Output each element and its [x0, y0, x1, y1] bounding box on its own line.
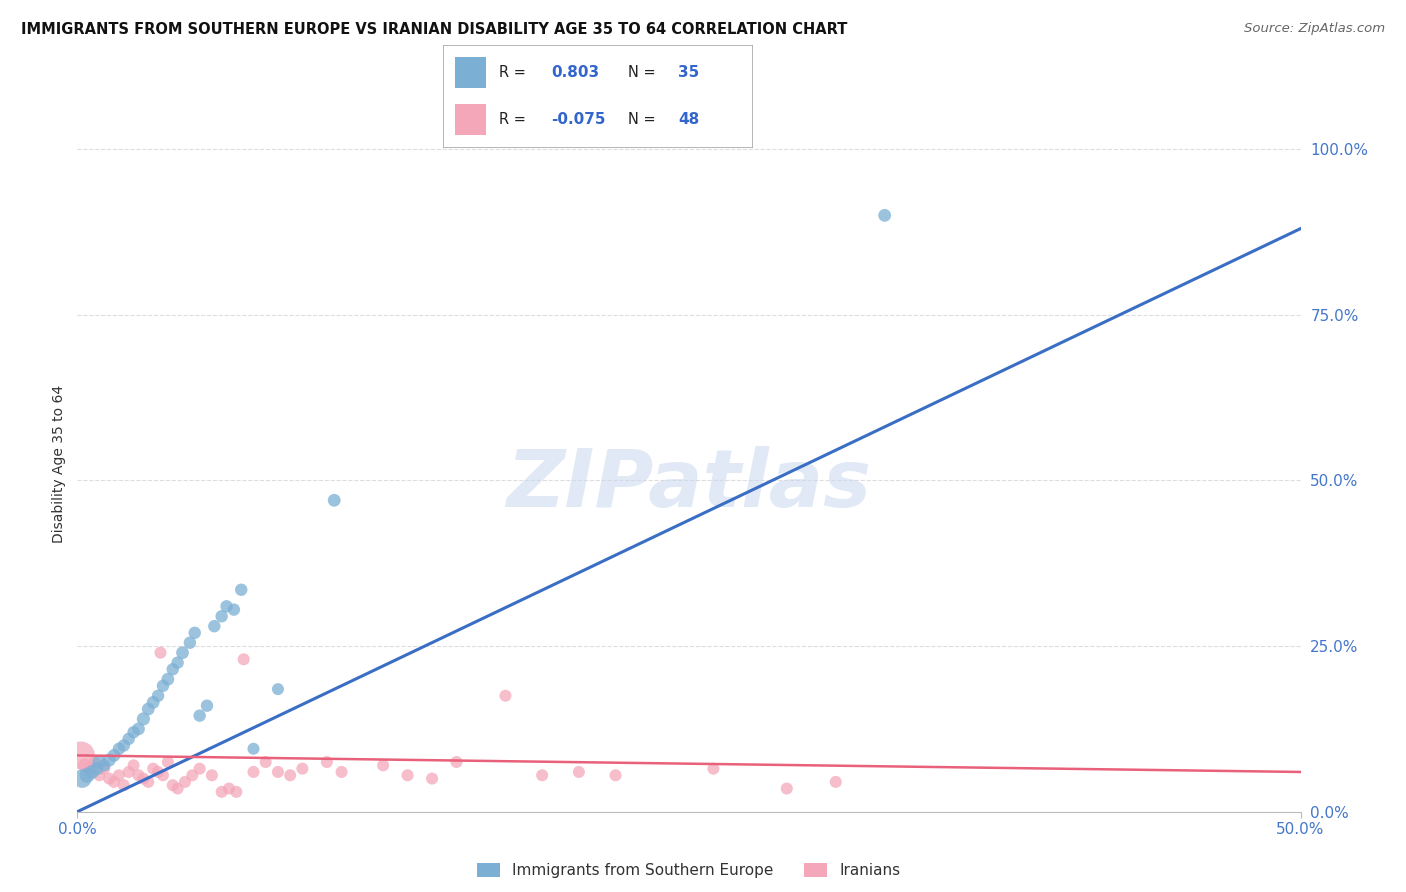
Text: ZIPatlas: ZIPatlas	[506, 446, 872, 524]
Point	[73, 758, 96, 772]
Text: 0.803: 0.803	[551, 65, 599, 79]
Point	[267, 764, 290, 779]
Point	[132, 772, 155, 786]
Point	[162, 662, 184, 676]
Point	[174, 775, 197, 789]
Point	[132, 712, 155, 726]
Point	[254, 755, 277, 769]
Point	[166, 656, 188, 670]
Point	[323, 493, 346, 508]
Point	[531, 768, 554, 782]
Point	[222, 602, 245, 616]
Point	[108, 768, 131, 782]
Point	[152, 679, 174, 693]
Point	[76, 768, 98, 782]
Point	[267, 682, 290, 697]
Point	[156, 672, 179, 686]
Point	[211, 609, 233, 624]
Point	[112, 778, 135, 792]
Point	[118, 764, 141, 779]
Point	[420, 772, 443, 786]
Text: N =: N =	[628, 112, 661, 127]
Point	[89, 755, 111, 769]
Point	[103, 748, 125, 763]
Point	[188, 762, 211, 776]
Point	[702, 762, 724, 776]
Point	[136, 702, 159, 716]
Point	[315, 755, 337, 769]
Legend: Immigrants from Southern Europe, Iranians: Immigrants from Southern Europe, Iranian…	[471, 857, 907, 884]
Point	[824, 775, 846, 789]
Point	[108, 741, 131, 756]
Point	[93, 762, 115, 776]
Bar	[456, 104, 486, 135]
Point	[330, 764, 353, 779]
Point	[122, 758, 145, 772]
Point	[152, 768, 174, 782]
Point	[86, 762, 108, 776]
Point	[446, 755, 468, 769]
Point	[211, 785, 233, 799]
Text: R =: R =	[499, 112, 530, 127]
Text: N =: N =	[628, 65, 661, 79]
Point	[149, 646, 172, 660]
Point	[70, 748, 93, 763]
Point	[776, 781, 799, 796]
Point	[127, 768, 149, 782]
Point	[873, 208, 896, 222]
Point	[112, 739, 135, 753]
Point	[396, 768, 419, 782]
Point	[179, 636, 201, 650]
Text: 35: 35	[678, 65, 699, 79]
Y-axis label: Disability Age 35 to 64: Disability Age 35 to 64	[52, 384, 66, 543]
Point	[136, 775, 159, 789]
Point	[231, 582, 253, 597]
Text: 48: 48	[678, 112, 699, 127]
Point	[118, 731, 141, 746]
Point	[79, 762, 101, 776]
Text: Source: ZipAtlas.com: Source: ZipAtlas.com	[1244, 22, 1385, 36]
Text: IMMIGRANTS FROM SOUTHERN EUROPE VS IRANIAN DISABILITY AGE 35 TO 64 CORRELATION C: IMMIGRANTS FROM SOUTHERN EUROPE VS IRANI…	[21, 22, 848, 37]
Text: R =: R =	[499, 65, 530, 79]
Point	[172, 646, 194, 660]
Text: -0.075: -0.075	[551, 112, 606, 127]
Point	[122, 725, 145, 739]
Point	[242, 764, 264, 779]
Point	[142, 695, 165, 709]
Point	[166, 781, 188, 796]
Point	[201, 768, 224, 782]
Point	[98, 753, 121, 767]
Point	[568, 764, 591, 779]
Point	[188, 708, 211, 723]
Point	[242, 741, 264, 756]
Point	[215, 599, 238, 614]
Bar	[456, 57, 486, 87]
Point	[232, 652, 254, 666]
Point	[127, 722, 149, 736]
Point	[278, 768, 301, 782]
Point	[202, 619, 225, 633]
Point	[495, 689, 517, 703]
Point	[89, 768, 111, 782]
Point	[98, 772, 121, 786]
Point	[184, 625, 207, 640]
Point	[605, 768, 627, 782]
Point	[70, 772, 93, 786]
Point	[195, 698, 218, 713]
Point	[162, 778, 184, 792]
Point	[371, 758, 394, 772]
Point	[103, 775, 125, 789]
Point	[156, 755, 179, 769]
Point	[218, 781, 240, 796]
Point	[83, 755, 105, 769]
Point	[146, 689, 169, 703]
Point	[80, 764, 103, 779]
Point	[146, 764, 169, 779]
Point	[225, 785, 247, 799]
Point	[181, 768, 204, 782]
Point	[93, 758, 115, 772]
Point	[142, 762, 165, 776]
Point	[291, 762, 314, 776]
